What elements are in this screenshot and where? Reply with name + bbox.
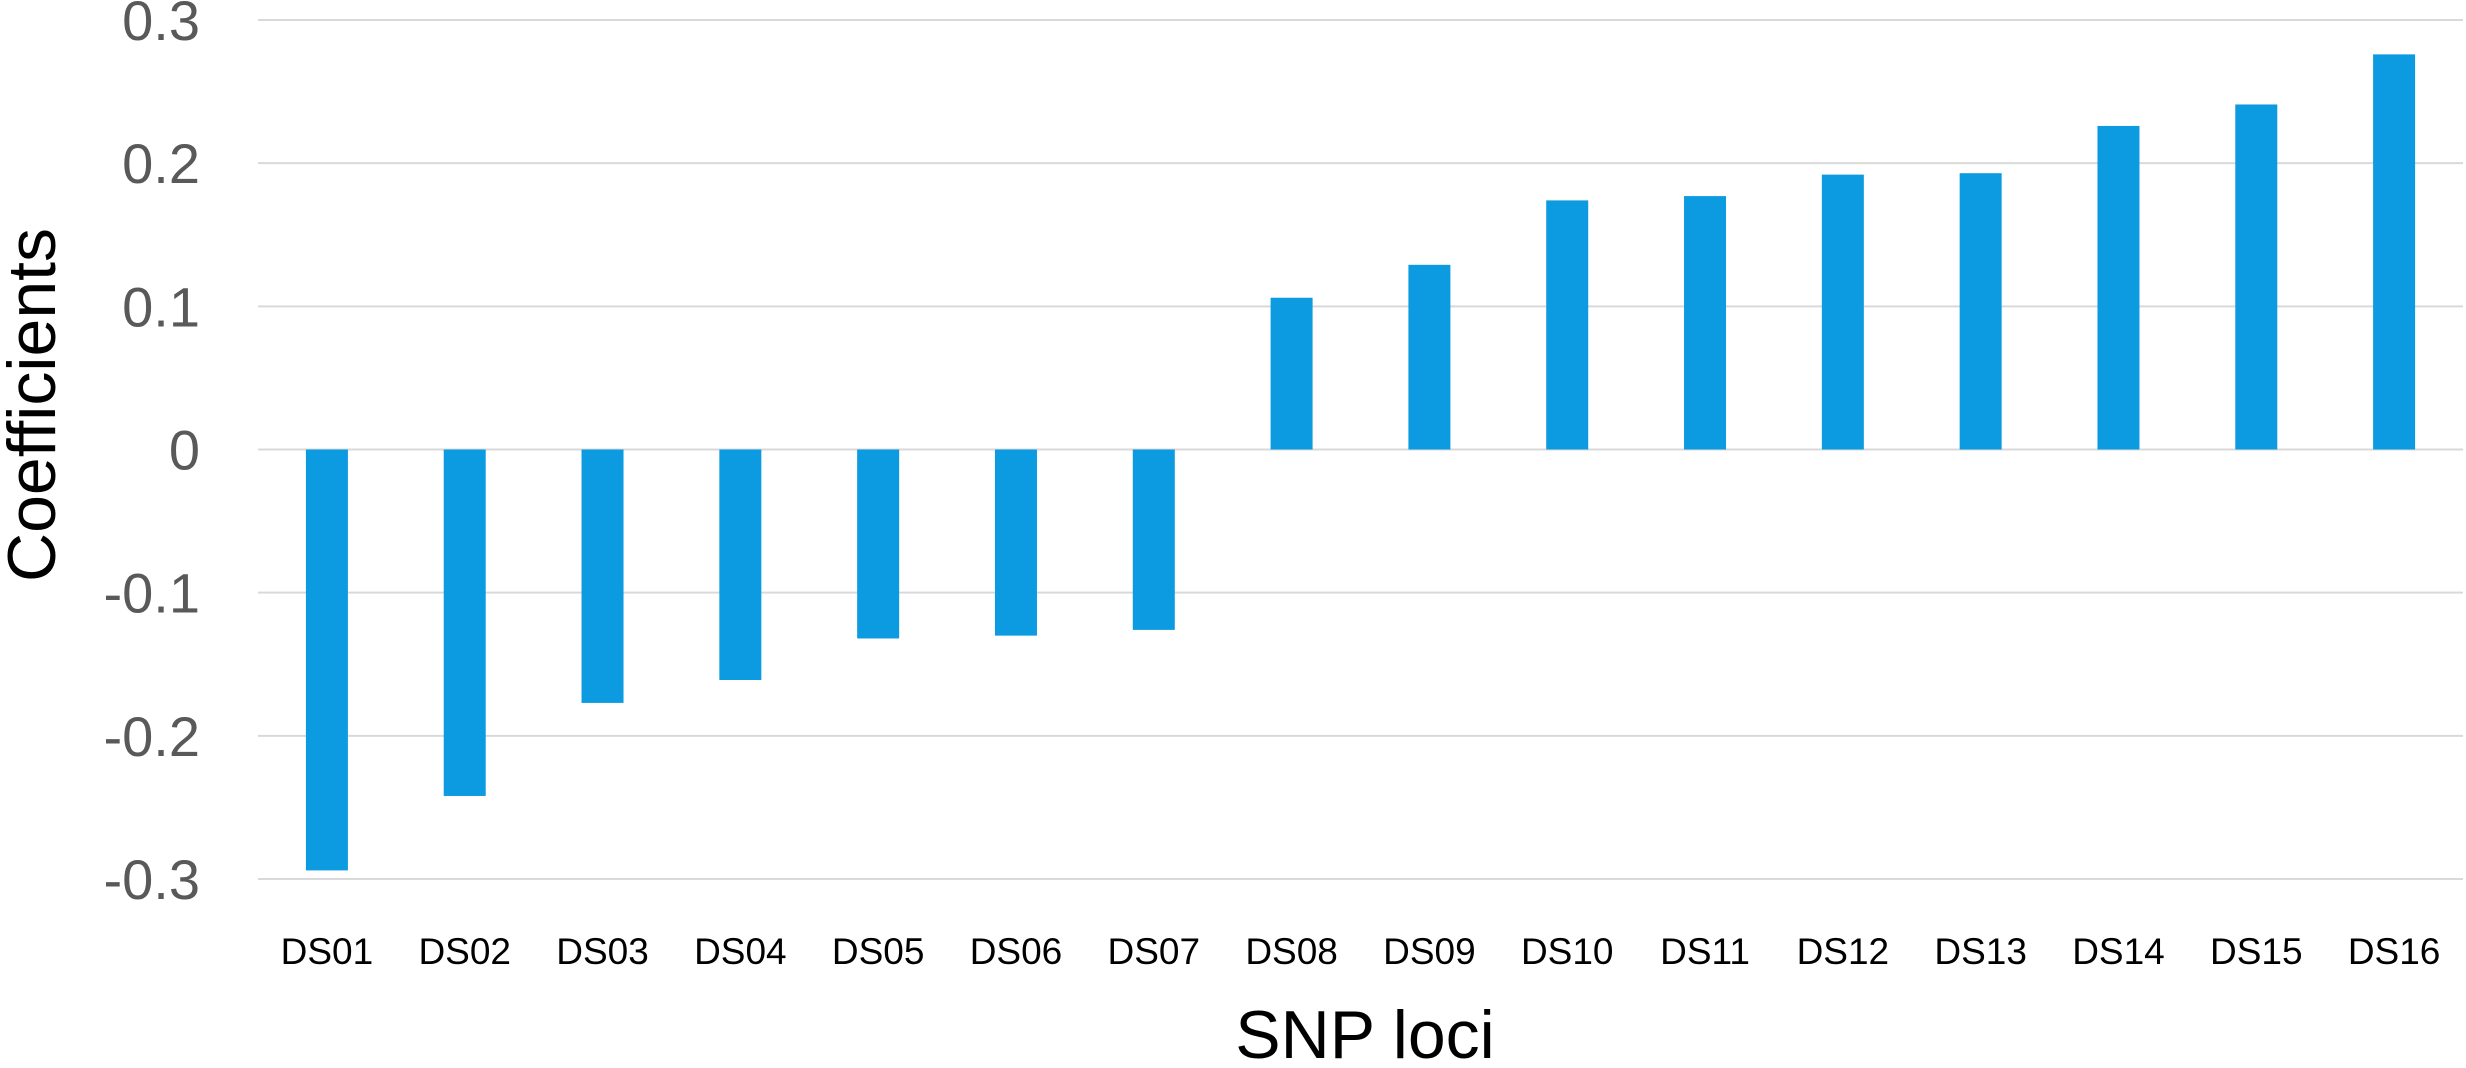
bars xyxy=(305,54,2416,871)
y-tick-label: 0 xyxy=(169,419,200,482)
x-tick-label: DS06 xyxy=(970,931,1063,972)
bar-ds07 xyxy=(1132,449,1175,630)
x-tick-label: DS02 xyxy=(418,931,511,972)
bar-ds12 xyxy=(1821,174,1864,450)
bar-ds05 xyxy=(857,449,900,639)
x-tick-label: DS16 xyxy=(2348,931,2441,972)
bar-ds06 xyxy=(994,449,1037,636)
y-tick-label: -0.1 xyxy=(104,562,201,625)
gridlines xyxy=(258,19,2463,880)
x-tick-label: DS11 xyxy=(1660,931,1750,972)
y-tick-label: 0.3 xyxy=(122,0,200,52)
x-tick-label: DS01 xyxy=(281,931,374,972)
bar-ds04 xyxy=(719,449,762,680)
bar-ds16 xyxy=(2373,54,2416,450)
y-tick-label: -0.2 xyxy=(104,705,201,768)
bar-ds02 xyxy=(443,449,486,796)
bar-ds08 xyxy=(1270,297,1313,450)
x-tick-label: DS04 xyxy=(694,931,787,972)
x-tick-label: DS03 xyxy=(556,931,649,972)
x-axis-ticks: DS01 DS02 DS03 DS04 DS05 DS06 DS07 DS08 DS09 DS10… xyxy=(281,931,2441,972)
y-axis-ticks: 0.3 0.2 0.1 0 -0.1 -0.2 -0.3 xyxy=(104,0,201,911)
y-tick-label: -0.3 xyxy=(104,848,201,911)
x-tick-label: DS14 xyxy=(2072,931,2165,972)
x-tick-label: DS13 xyxy=(1934,931,2027,972)
x-tick-label: DS07 xyxy=(1108,931,1201,972)
bar-ds13 xyxy=(1959,173,2002,450)
x-tick-label: DS10 xyxy=(1521,931,1614,972)
x-tick-label: DS08 xyxy=(1245,931,1338,972)
bar-ds01 xyxy=(305,449,348,871)
bar-ds10 xyxy=(1546,200,1589,450)
x-tick-label: DS12 xyxy=(1797,931,1890,972)
bar-ds11 xyxy=(1684,196,1727,450)
x-tick-label: DS05 xyxy=(832,931,925,972)
x-axis-title: SNP loci xyxy=(1235,997,1495,1068)
bar-ds15 xyxy=(2235,104,2278,450)
y-tick-label: 0.1 xyxy=(122,275,200,338)
x-tick-label: DS09 xyxy=(1383,931,1476,972)
x-tick-label: DS15 xyxy=(2210,931,2303,972)
y-axis-title: Coefficients xyxy=(0,228,70,582)
bar-ds09 xyxy=(1408,264,1451,450)
bar-ds03 xyxy=(581,449,624,703)
bar-ds14 xyxy=(2097,125,2140,450)
y-tick-label: 0.2 xyxy=(122,132,200,195)
